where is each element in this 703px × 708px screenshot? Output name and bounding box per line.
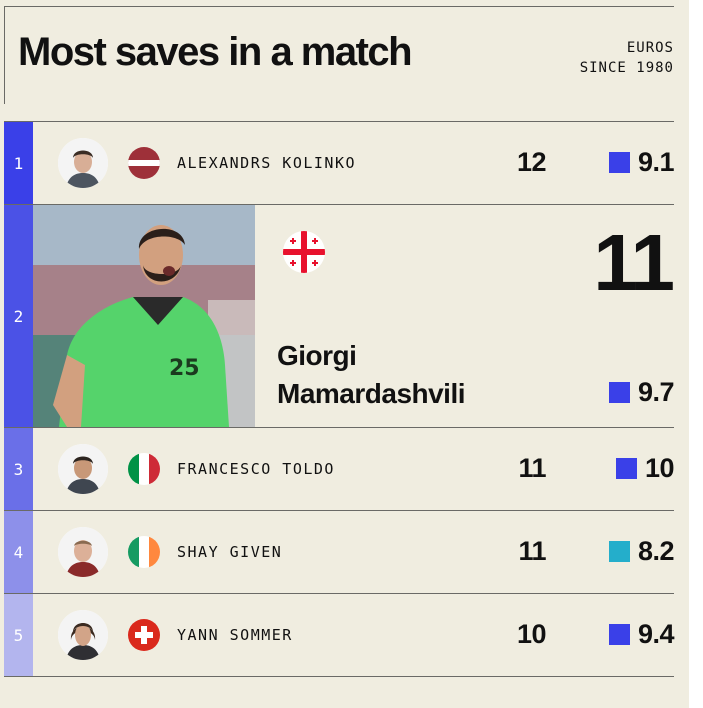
divider [4,204,674,205]
italy-flag-icon [128,453,160,485]
ireland-flag-icon [128,536,160,568]
player-first-name: Giorgi [277,340,357,371]
latvia-flag-icon [128,147,160,179]
subtitle-line-2: SINCE 1980 [579,60,674,76]
player-avatar [58,610,108,660]
rating: 10 [615,453,675,484]
divider [4,121,674,122]
top-rule [4,6,674,7]
divider [4,676,674,677]
georgia-flag-icon [283,231,325,273]
divider [4,510,674,511]
rank-badge: 5 [4,594,33,676]
saves-count: 11 [518,536,546,566]
player-row-3: 3 FRANCESCO TOLDO 11 10 [4,428,675,510]
subtitle: EUROS SINCE 1980 [580,38,674,78]
page-title: Most saves in a match [18,30,413,74]
rating-swatch [608,541,630,562]
subtitle-line-1: EUROS [626,40,674,56]
player-last-name: Mamardashvili [277,378,466,409]
svg-text:25: 25 [169,356,200,381]
player-name: ALEXANDRS KOLINKO [177,154,357,172]
rating-value: 10 [644,453,675,483]
player-row-4: 4 SHAY GIVEN 11 8.2 [4,511,675,593]
divider [4,593,674,594]
player-name: Giorgi Mamardashvili [277,337,466,413]
player-avatar [58,444,108,494]
player-name: FRANCESCO TOLDO [177,460,335,478]
player-name: SHAY GIVEN [177,543,283,561]
rank-badge: 1 [4,122,33,204]
saves-count: 12 [516,147,547,177]
player-row-5: 5 YANN SOMMER 10 9.4 [4,594,675,676]
rating-value: 9.7 [637,377,675,407]
rating-swatch [608,624,630,645]
rating: 9.4 [608,619,675,650]
saves-count: 11 [518,453,546,483]
rating-value: 9.1 [637,147,675,177]
rating-swatch [608,382,630,403]
rating: 9.1 [608,147,675,178]
switzerland-flag-icon [128,619,160,651]
rank-badge: 4 [4,511,33,593]
saves-count: 11 [593,218,675,307]
player-row-2: 2 25 11 Giorgi Mamarda [4,205,675,427]
rating-value: 8.2 [637,536,675,566]
player-row-1: 1 ALEXANDRS KOLINKO 12 9.1 [4,122,675,204]
divider [4,427,674,428]
rating-swatch [608,152,630,173]
rank-badge: 3 [4,428,33,510]
rating-value: 9.4 [637,619,675,649]
player-name: YANN SOMMER [177,626,293,644]
saves-count: 10 [516,619,547,649]
player-photo: 25 [33,205,255,427]
rating: 9.7 [608,377,675,408]
player-avatar [58,527,108,577]
rank-badge: 2 [4,205,33,427]
rating-swatch [615,458,637,479]
rating: 8.2 [608,536,675,567]
title-rule [4,6,5,104]
player-avatar [58,138,108,188]
